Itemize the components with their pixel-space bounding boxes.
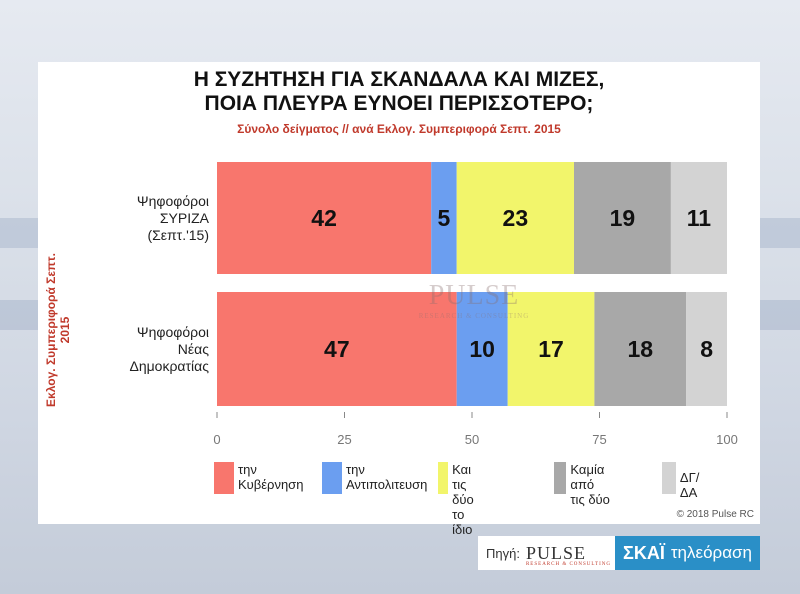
watermark-tagline: RESEARCH & CONSULTING [418, 312, 530, 320]
source-label: Πηγή: [486, 545, 520, 561]
pulse-logo: PULSE RESEARCH & CONSULTING [525, 542, 610, 567]
bar-segment [456, 292, 508, 406]
legend-item: την Κυβέρνηση [214, 462, 303, 494]
bar-segment [431, 162, 457, 274]
bar-segment [686, 292, 727, 406]
legend-item: την Αντιπολιτευση [322, 462, 427, 494]
bar-segment [507, 292, 595, 406]
bar-segment [594, 292, 687, 406]
data-label: 23 [503, 205, 529, 231]
data-label: 42 [311, 205, 337, 231]
x-tick-label: 75 [592, 432, 606, 447]
x-tick-label: 100 [716, 432, 738, 447]
bar-segment [670, 162, 727, 274]
category-label: Ψηφοφόροι [137, 193, 209, 209]
data-label: 5 [438, 205, 451, 231]
legend-label: την Αντιπολιτευση [346, 462, 428, 492]
legend-item: ΔΓ/ΔΑ [662, 462, 705, 500]
category-label: Νέας [178, 341, 209, 357]
data-label: 18 [628, 336, 654, 362]
skai-logo-text: τηλεόραση [670, 543, 752, 562]
chart-title-line1: Η ΣΥΖΗΤΗΣΗ ΓΙΑ ΣΚΑΝΔΑΛΑ ΚΑΙ ΜΙΖΕΣ, [193, 68, 605, 91]
bar-segment [574, 162, 671, 274]
bar-segment [456, 162, 574, 274]
data-label: 17 [538, 336, 564, 362]
legend-swatch [322, 462, 342, 494]
legend-swatch [554, 462, 567, 494]
legend-item: Καμία από τις δύο [554, 462, 612, 507]
legend-swatch [662, 462, 676, 494]
copyright-text: © 2018 Pulse RC [676, 509, 754, 520]
x-tick-label: 25 [337, 432, 351, 447]
watermark-name: PULSE [428, 280, 520, 311]
pulse-logo-name: PULSE [525, 542, 586, 563]
data-label: 8 [700, 336, 713, 362]
category-label: ΣΥΡΙΖΑ [160, 210, 210, 226]
bar-segment [217, 162, 432, 274]
legend-swatch [438, 462, 449, 494]
legend-swatch [214, 462, 234, 494]
data-label: 10 [469, 336, 495, 362]
chart-subtitle: Σύνολο δείγματος // ανά Εκλογ. Συμπεριφο… [237, 122, 561, 136]
legend-label: Και τις δύο το ίδιο [452, 462, 474, 537]
category-label: (Σεπτ.'15) [147, 227, 209, 243]
legend-label: ΔΓ/ΔΑ [679, 470, 700, 500]
category-label: Δημοκρατίας [129, 358, 209, 374]
pulse-logo-tagline: RESEARCH & CONSULTING [525, 561, 611, 567]
data-label: 19 [610, 205, 636, 231]
skai-logo: ΣΚΑΪ τηλεόραση [615, 536, 760, 570]
legend-label: Καμία από τις δύο [570, 462, 610, 507]
watermark: PULSE RESEARCH & CONSULTING [414, 280, 534, 320]
x-tick-label: 0 [213, 432, 220, 447]
legend-item: Και τις δύο το ίδιο [438, 462, 484, 537]
chart-card: Η ΣΥΖΗΤΗΣΗ ΓΙΑ ΣΚΑΝΔΑΛΑ ΚΑΙ ΜΙΖΕΣ, ΠΟΙΑ … [38, 62, 760, 537]
source-bar: Πηγή: PULSE RESEARCH & CONSULTING ΣΚΑΪ τ… [478, 536, 760, 570]
chart-title-line2: ΠΟΙΑ ΠΛΕΥΡΑ ΕΥΝΟΕΙ ΠΕΡΙΣΣΟΤΕΡΟ; [204, 92, 594, 115]
x-tick-label: 50 [465, 432, 479, 447]
chart-title: Η ΣΥΖΗΤΗΣΗ ΓΙΑ ΣΚΑΝΔΑΛΑ ΚΑΙ ΜΙΖΕΣ, ΠΟΙΑ … [38, 68, 760, 116]
bar-segment [217, 292, 457, 406]
skai-logo-bold: ΣΚΑΪ [623, 542, 665, 563]
legend-label: την Κυβέρνηση [238, 462, 304, 492]
category-label: Ψηφοφόροι [137, 324, 209, 340]
data-label: 47 [324, 336, 350, 362]
data-label: 11 [687, 205, 712, 231]
